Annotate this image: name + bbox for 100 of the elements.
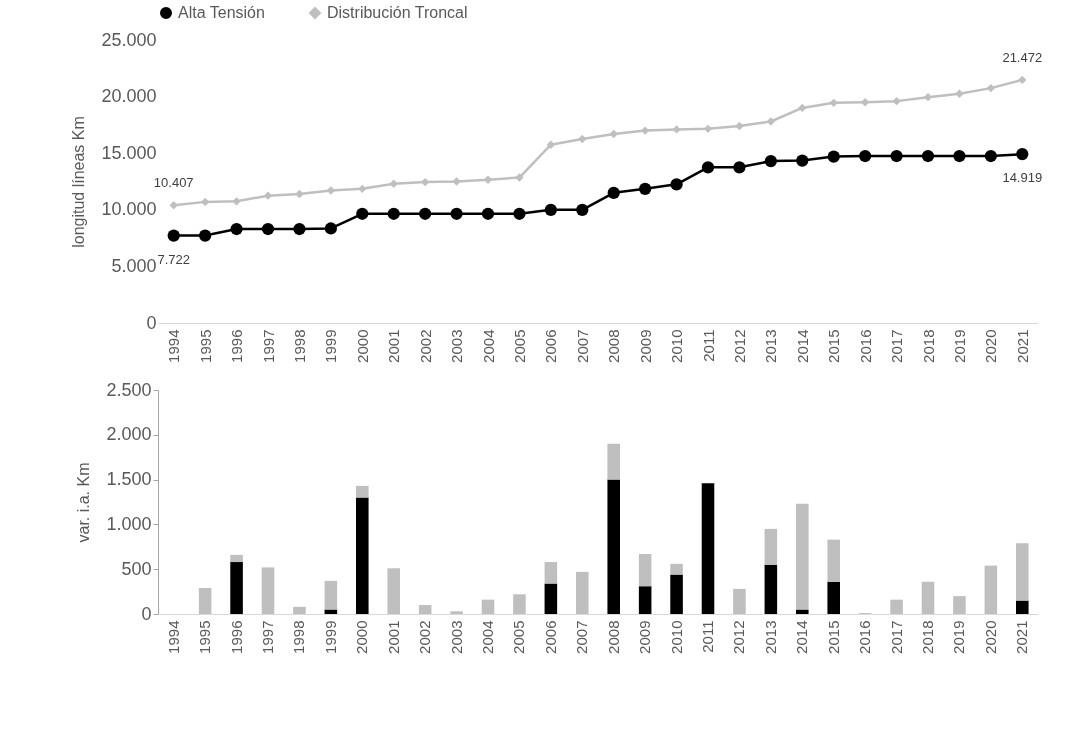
x-tick-label: 2004 (479, 620, 496, 654)
point (513, 207, 526, 220)
x-tick-label: 2005 (510, 329, 528, 363)
x-tick-label: 2005 (510, 620, 528, 654)
x-tick-label: 2014 (793, 329, 811, 363)
point (356, 207, 369, 220)
x-tick-label: 1995 (196, 620, 214, 654)
point (796, 154, 809, 167)
y-tick-label: 5.000 (111, 255, 157, 276)
bar (890, 599, 903, 614)
x-tick-label: 1996 (228, 329, 246, 363)
bar (953, 596, 966, 614)
point (764, 155, 777, 168)
x-tick-label: 2001 (384, 620, 402, 654)
x-tick-label: 2015 (825, 329, 843, 363)
point (859, 149, 872, 163)
bar (921, 581, 935, 614)
y-tick-label: 1.500 (106, 469, 152, 490)
x-tick-label: 2016 (856, 329, 874, 363)
x-tick-label: 2000 (353, 620, 371, 654)
bar (418, 605, 432, 614)
point (701, 161, 715, 174)
point (607, 186, 620, 199)
x-tick-label: 1994 (164, 620, 182, 654)
bar (607, 443, 620, 480)
x-tick-label: 1999 (321, 620, 339, 654)
annotation: 21.472 (1002, 49, 1043, 65)
y-tick-label: 25.000 (101, 29, 157, 50)
x-tick-label: 2008 (605, 329, 623, 363)
point (827, 150, 840, 163)
point (609, 129, 618, 139)
x-tick-label: 2007 (573, 620, 591, 654)
point (481, 207, 495, 220)
y-tick-label: 500 (121, 558, 152, 579)
annotation: 10.407 (153, 175, 194, 191)
legend-label: Distribución Troncal (327, 4, 468, 21)
point (672, 125, 681, 134)
x-tick-label: 2017 (887, 620, 905, 654)
x-tick-label: 2006 (542, 329, 560, 363)
point (295, 189, 304, 199)
legend-label: Alta Tensión (178, 4, 265, 21)
point (829, 98, 838, 108)
x-tick-label: 2012 (730, 620, 748, 654)
bar (827, 539, 840, 582)
x-tick-label: 2002 (416, 620, 434, 654)
point (578, 134, 587, 144)
x-tick-label: 2003 (448, 329, 466, 363)
point (515, 173, 524, 182)
point (921, 149, 935, 163)
x-tick-label: 2020 (981, 620, 999, 654)
point (1018, 75, 1027, 85)
point (798, 103, 807, 113)
x-tick-label: 1999 (322, 329, 340, 363)
x-tick-label: 1995 (196, 329, 214, 363)
x-tick-label: 2017 (888, 329, 906, 363)
x-tick-label: 2018 (919, 620, 936, 654)
x-tick-label: 2019 (950, 329, 968, 363)
bar (764, 564, 778, 614)
point (892, 96, 901, 106)
x-tick-label: 2012 (730, 329, 748, 363)
point (955, 89, 964, 98)
x-tick-label: 2015 (824, 620, 842, 654)
x-tick-label: 2001 (385, 329, 403, 363)
bar (1016, 543, 1029, 601)
y-tick-label: 0 (146, 312, 157, 333)
x-tick-label: 2000 (353, 329, 371, 363)
y-tick-label: 2.000 (106, 424, 152, 445)
point (639, 182, 652, 195)
bar (544, 562, 558, 584)
x-tick-label: 2003 (447, 620, 465, 654)
x-tick-label: 1997 (259, 329, 277, 363)
point (389, 179, 398, 188)
bar (670, 574, 683, 614)
bar (701, 483, 715, 614)
bar (230, 554, 243, 563)
point (261, 222, 275, 236)
x-tick-label: 2021 (1013, 620, 1031, 654)
point (986, 83, 996, 93)
x-tick-label: 2002 (416, 329, 434, 363)
point (324, 222, 337, 235)
bar (261, 567, 275, 614)
bar (670, 563, 683, 575)
x-tick-label: 1997 (259, 620, 276, 654)
annotation: 14.919 (1002, 170, 1043, 186)
bar (638, 586, 652, 614)
bar (324, 580, 338, 610)
x-tick-label: 2021 (1013, 329, 1031, 363)
x-tick-label: 1994 (165, 329, 183, 363)
x-tick-label: 1996 (227, 620, 245, 654)
bar (796, 503, 809, 610)
bar (733, 588, 746, 614)
bar (293, 606, 306, 614)
bar (356, 485, 369, 498)
y-tick-label: 1.000 (106, 513, 152, 534)
bar (984, 565, 998, 614)
x-tick-label: 2010 (667, 620, 685, 654)
bar (796, 609, 809, 614)
point (167, 229, 180, 242)
point (766, 117, 776, 126)
point (1016, 148, 1029, 161)
